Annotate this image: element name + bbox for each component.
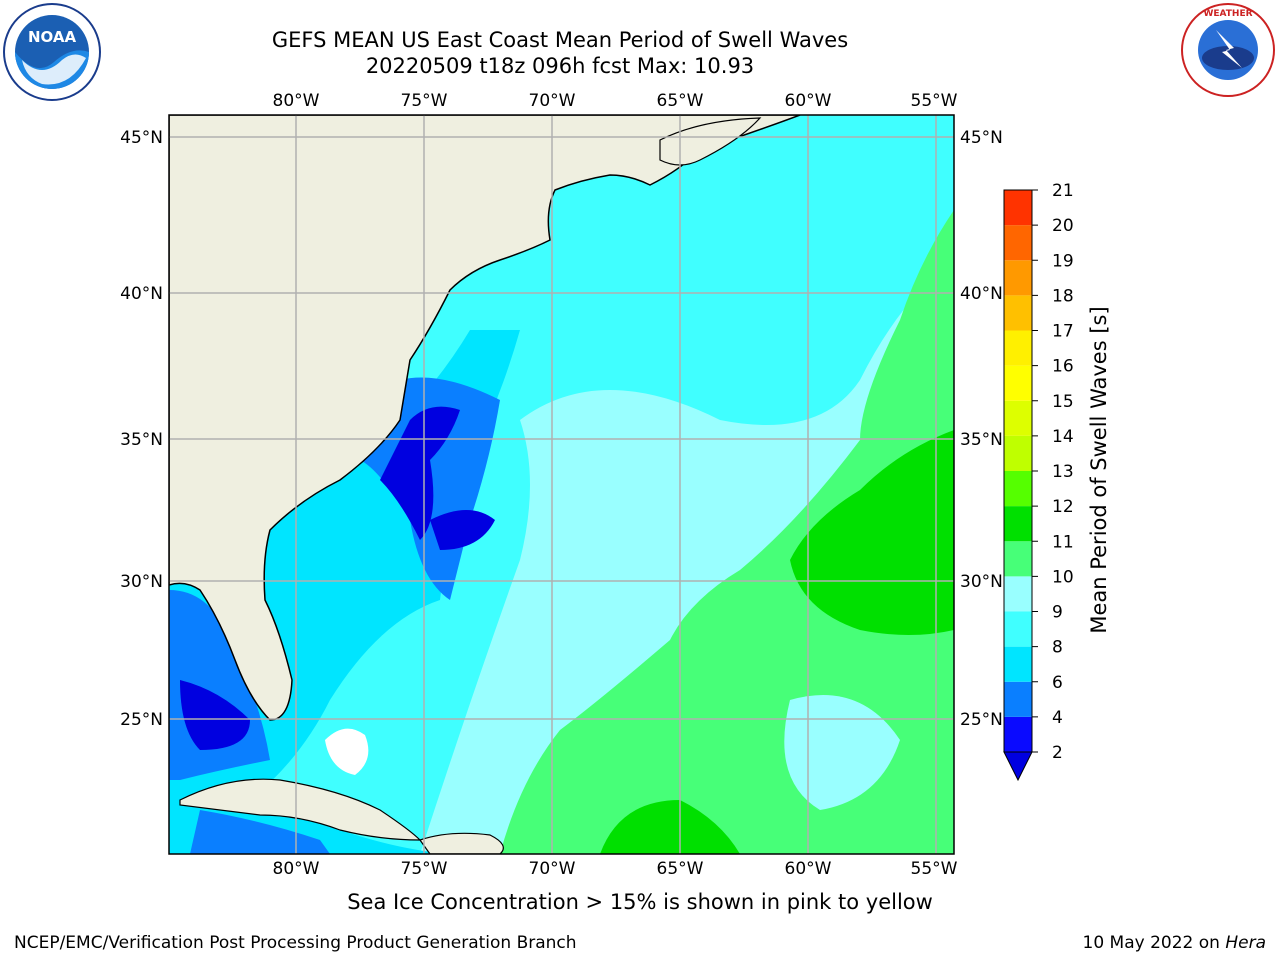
credit-line: NCEP/EMC/Verification Post Processing Pr… — [14, 933, 577, 953]
lon-label-bottom: 55°W — [911, 859, 958, 879]
hispaniola-land — [419, 832, 504, 854]
colorbar-tick-label: 11 — [1052, 532, 1074, 552]
swell-band-10-11s — [790, 430, 954, 635]
chart-title: GEFS MEAN US East Coast Mean Period of S… — [271, 28, 849, 52]
lon-label-top: 80°W — [273, 91, 320, 111]
colorbar-tick-label: 10 — [1052, 567, 1074, 587]
lat-label-left: 45°N — [120, 128, 163, 148]
colorbar-tick-label: 9 — [1052, 603, 1063, 623]
lat-labels: 45°N 40°N 35°N 30°N 25°N 45°N 40°N 35°N … — [120, 128, 1003, 730]
lat-label-left: 25°N — [120, 710, 163, 730]
colorbar-tick-label: 12 — [1052, 497, 1074, 517]
lat-label-left: 40°N — [120, 284, 163, 304]
nws-logo-icon: WEATHER — [1181, 3, 1275, 97]
swell-band-lt2s-gulf — [180, 680, 250, 750]
graticule — [169, 115, 954, 854]
colorbar-segment — [1004, 576, 1032, 612]
date-text: 10 May 2022 on — [1082, 933, 1226, 953]
lon-label-top: 60°W — [785, 91, 832, 111]
north-america-land — [169, 115, 801, 721]
lon-label-bottom: 60°W — [785, 859, 832, 879]
sea-ice-caption: Sea Ice Concentration > 15% is shown in … — [347, 890, 933, 914]
swell-band-9-10s — [500, 210, 954, 854]
lat-label-right: 30°N — [960, 572, 1003, 592]
swell-band-10-11s-south — [600, 800, 740, 854]
lon-label-bottom: 70°W — [529, 859, 576, 879]
colorbar-segment — [1004, 611, 1032, 647]
colorbar-segment — [1004, 541, 1032, 577]
lat-label-right: 25°N — [960, 710, 1003, 730]
swell-band-8-9s-island — [784, 695, 900, 810]
chart-subtitle: 20220509 t18z 096h fcst Max: 10.93 — [365, 54, 755, 78]
colorbar-segment — [1004, 295, 1032, 331]
colorbar: 2 4 6 8 9 10 11 12 13 14 15 16 17 18 19 20 21 — [1003, 181, 1074, 782]
lat-label-right: 45°N — [960, 128, 1003, 148]
colorbar-tick-label: 18 — [1052, 286, 1074, 306]
swell-band-lt2s-patch — [430, 510, 495, 550]
colorbar-segment — [1004, 716, 1032, 752]
colorbar-segment — [1004, 365, 1032, 401]
lon-label-bottom: 80°W — [273, 859, 320, 879]
date-line: 10 May 2022 on Hera — [1083, 933, 1267, 953]
swell-band-2-4s-caribbean — [190, 810, 330, 854]
colorbar-tick-label: 21 — [1052, 181, 1074, 201]
bahamas-bank — [325, 728, 369, 775]
lon-label-top: 70°W — [529, 91, 576, 111]
colorbar-tick-label: 16 — [1052, 357, 1074, 377]
lat-label-left: 30°N — [120, 572, 163, 592]
colorbar-segment — [1004, 400, 1032, 436]
map-frame — [168, 114, 955, 855]
colorbar-tick-label: 14 — [1052, 427, 1074, 447]
colorbar-label: Mean Period of Swell Waves [s] — [1087, 306, 1111, 633]
colorbar-tick-label: 19 — [1052, 251, 1074, 271]
lon-labels: 80°W 75°W 70°W 65°W 60°W 55°W 80°W 75°W … — [273, 91, 958, 879]
colorbar-segment — [1004, 471, 1032, 507]
colorbar-segment — [1004, 681, 1032, 717]
colorbar-tick-label: 17 — [1052, 322, 1074, 342]
noaa-logo-icon: NOAA — [3, 3, 101, 101]
colorbar-segment — [1004, 646, 1032, 682]
lat-label-right: 40°N — [960, 284, 1003, 304]
colorbar-tick-label: 20 — [1052, 216, 1074, 236]
machine-name: Hera — [1225, 933, 1266, 953]
swell-period-map: 80°W 75°W 70°W 65°W 60°W 55°W 80°W 75°W … — [120, 91, 1111, 879]
colorbar-tick-label: 15 — [1052, 392, 1074, 412]
colorbar-segment — [1004, 225, 1032, 261]
colorbar-tick-label: 2 — [1052, 743, 1063, 763]
lon-label-top: 55°W — [911, 91, 958, 111]
nova-scotia-land — [659, 117, 762, 166]
colorbar-tick-label: 6 — [1052, 673, 1063, 693]
colorbar-tick-label: 8 — [1052, 638, 1063, 658]
colorbar-tick-label: 13 — [1052, 462, 1074, 482]
lon-label-top: 75°W — [401, 91, 448, 111]
colorbar-segment — [1004, 435, 1032, 471]
lat-label-right: 35°N — [960, 430, 1003, 450]
colorbar-segment — [1004, 260, 1032, 296]
colorbar-segment — [1004, 506, 1032, 542]
colorbar-segment — [1004, 330, 1032, 366]
colorbar-tick-label: 4 — [1052, 708, 1063, 728]
lat-label-left: 35°N — [120, 430, 163, 450]
lon-label-bottom: 65°W — [657, 859, 704, 879]
svg-text:NOAA: NOAA — [28, 28, 77, 46]
colorbar-extend-arrow — [1003, 751, 1033, 782]
lon-label-bottom: 75°W — [401, 859, 448, 879]
swell-band-lt2s — [380, 406, 460, 540]
svg-text:WEATHER: WEATHER — [1203, 9, 1252, 19]
lon-label-top: 65°W — [657, 91, 704, 111]
colorbar-segment — [1004, 190, 1032, 226]
